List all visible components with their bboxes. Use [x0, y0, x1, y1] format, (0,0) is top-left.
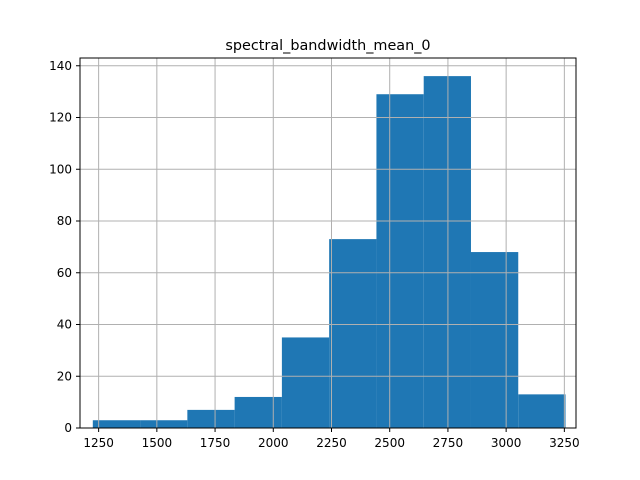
- x-tick-label: 2250: [316, 436, 347, 450]
- histogram-bar: [329, 239, 377, 428]
- x-axis: 1250 1500 1750 2000 2250 2500 2750 3000 3250: [83, 428, 580, 450]
- x-tick-label: 2500: [374, 436, 405, 450]
- histogram-bar: [187, 409, 235, 428]
- x-tick-label: 3250: [549, 436, 580, 450]
- plot-area: 1250 1500 1750 2000 2250 2500 2750 3000 3250 0 20…: [49, 57, 580, 450]
- histogram-bar: [518, 394, 566, 428]
- x-tick-label: 3000: [491, 436, 522, 450]
- y-tick-label: 40: [57, 318, 72, 332]
- y-axis: 0 20 40 60 80 100 120 140: [49, 59, 80, 435]
- y-tick-label: 100: [49, 162, 72, 176]
- chart-title: spectral_bandwidth_mean_0: [225, 38, 430, 54]
- grid-lines: [80, 58, 576, 429]
- x-tick-label: 2750: [433, 436, 464, 450]
- x-tick-label: 1750: [200, 436, 231, 450]
- histogram-bar: [376, 94, 424, 428]
- y-tick-label: 140: [49, 59, 72, 73]
- x-tick-label: 2000: [258, 436, 289, 450]
- histogram-bar: [234, 396, 282, 428]
- y-tick-label: 20: [57, 369, 72, 383]
- histogram-bar: [92, 420, 141, 428]
- histogram-bars: [92, 76, 566, 429]
- x-tick-label: 1500: [142, 436, 173, 450]
- y-tick-label: 80: [57, 214, 72, 228]
- y-tick-label: 120: [49, 111, 72, 125]
- histogram-bar: [281, 337, 330, 428]
- x-tick-label: 1250: [83, 436, 114, 450]
- y-tick-label: 0: [64, 421, 72, 435]
- histogram-bar: [140, 420, 188, 428]
- histogram-bar: [470, 252, 519, 428]
- histogram-bar: [423, 76, 471, 429]
- axes-frame: [79, 57, 577, 429]
- y-tick-label: 60: [57, 266, 72, 280]
